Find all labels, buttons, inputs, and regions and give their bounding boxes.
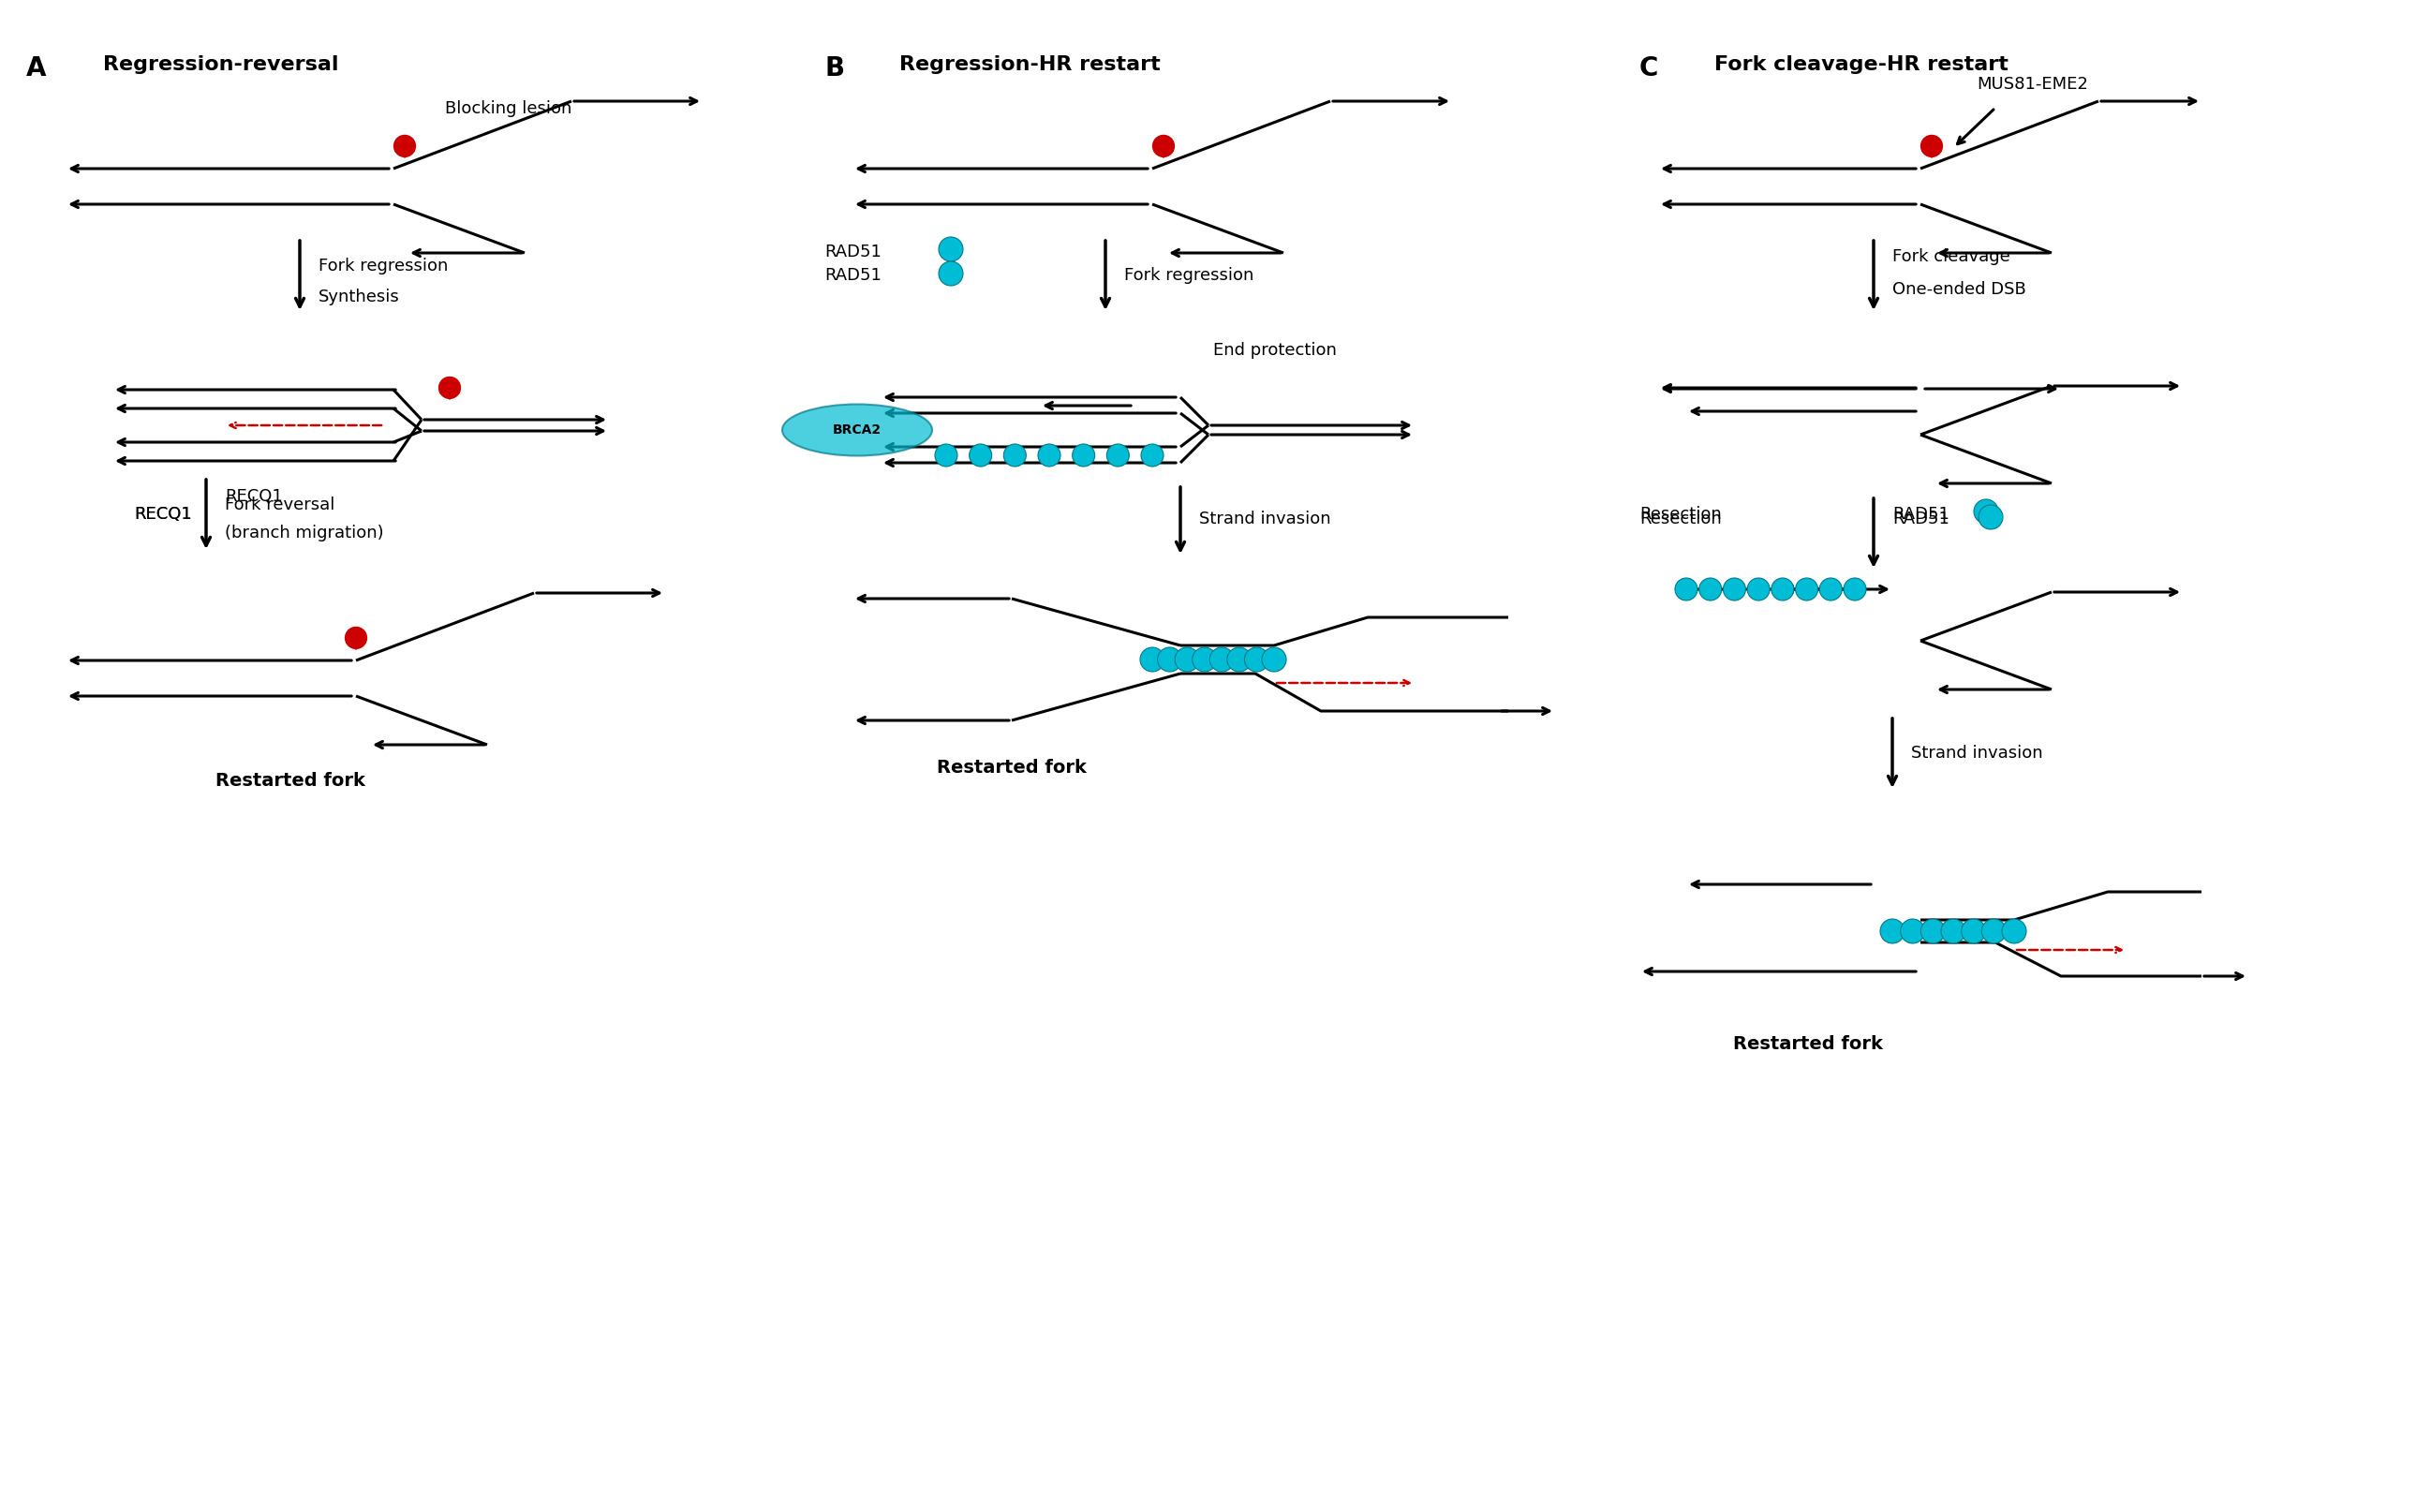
Circle shape: [1940, 919, 1964, 943]
Polygon shape: [345, 643, 367, 649]
Circle shape: [2003, 919, 2027, 943]
Circle shape: [1920, 919, 1945, 943]
Text: RAD51: RAD51: [1891, 511, 1950, 528]
Text: One-ended DSB: One-ended DSB: [1891, 281, 2025, 298]
Text: Fork cleavage: Fork cleavage: [1891, 248, 2010, 265]
Text: RAD51: RAD51: [824, 243, 882, 260]
Text: Fork reversal: Fork reversal: [224, 496, 335, 514]
Text: Restarted fork: Restarted fork: [936, 759, 1087, 776]
Text: RAD51: RAD51: [1891, 507, 1950, 523]
Circle shape: [394, 136, 416, 157]
Text: End protection: End protection: [1213, 342, 1337, 358]
Text: Resection: Resection: [1638, 507, 1721, 523]
Circle shape: [1843, 578, 1867, 600]
Text: RECQ1: RECQ1: [224, 488, 282, 505]
Circle shape: [938, 237, 963, 262]
Circle shape: [1140, 445, 1164, 467]
Circle shape: [1004, 445, 1026, 467]
Circle shape: [1157, 647, 1181, 671]
Circle shape: [1962, 919, 1986, 943]
Text: C: C: [1638, 56, 1658, 82]
Circle shape: [1262, 647, 1286, 671]
Circle shape: [1106, 445, 1128, 467]
Polygon shape: [394, 151, 416, 157]
Text: RAD51: RAD51: [824, 268, 882, 284]
Circle shape: [1818, 578, 1843, 600]
Text: Synthesis: Synthesis: [318, 289, 399, 305]
Text: Restarted fork: Restarted fork: [216, 773, 365, 791]
Text: Fork cleavage-HR restart: Fork cleavage-HR restart: [1714, 56, 2008, 74]
Circle shape: [1038, 445, 1060, 467]
Ellipse shape: [783, 404, 931, 455]
Circle shape: [1211, 647, 1235, 671]
Text: Fork regression: Fork regression: [318, 257, 447, 275]
Circle shape: [938, 262, 963, 286]
Text: RECQ1: RECQ1: [134, 507, 192, 523]
Text: Restarted fork: Restarted fork: [1733, 1034, 1884, 1052]
Polygon shape: [1923, 151, 1942, 157]
Text: Strand invasion: Strand invasion: [1911, 745, 2042, 762]
Text: RECQ1: RECQ1: [134, 507, 192, 523]
Circle shape: [1174, 647, 1198, 671]
Text: Blocking lesion: Blocking lesion: [445, 100, 571, 116]
Text: Regression-HR restart: Regression-HR restart: [899, 56, 1160, 74]
Circle shape: [1879, 919, 1903, 943]
Text: Resection: Resection: [1638, 511, 1721, 528]
Text: BRCA2: BRCA2: [834, 423, 882, 437]
Polygon shape: [440, 393, 459, 399]
Text: MUS81-EME2: MUS81-EME2: [1976, 76, 2088, 92]
Circle shape: [1140, 647, 1164, 671]
Circle shape: [1191, 647, 1216, 671]
Circle shape: [1981, 919, 2006, 943]
Circle shape: [970, 445, 992, 467]
Text: A: A: [27, 56, 46, 82]
Circle shape: [1724, 578, 1745, 600]
Text: Fork regression: Fork regression: [1123, 268, 1254, 284]
Circle shape: [1901, 919, 1925, 943]
Circle shape: [1979, 505, 2003, 529]
Circle shape: [936, 445, 958, 467]
Circle shape: [1920, 136, 1942, 157]
Circle shape: [345, 627, 367, 649]
Text: B: B: [824, 56, 844, 82]
Circle shape: [1072, 445, 1094, 467]
Circle shape: [1772, 578, 1794, 600]
Text: Regression-reversal: Regression-reversal: [102, 56, 338, 74]
Text: Strand invasion: Strand invasion: [1198, 511, 1330, 528]
Text: (branch migration): (branch migration): [224, 525, 384, 541]
Circle shape: [440, 376, 459, 399]
Circle shape: [1228, 647, 1252, 671]
Polygon shape: [1155, 151, 1174, 157]
Circle shape: [1152, 136, 1174, 157]
Circle shape: [1974, 499, 1998, 523]
Circle shape: [1748, 578, 1770, 600]
Circle shape: [1699, 578, 1721, 600]
Circle shape: [1797, 578, 1818, 600]
Circle shape: [1675, 578, 1697, 600]
Circle shape: [1245, 647, 1269, 671]
